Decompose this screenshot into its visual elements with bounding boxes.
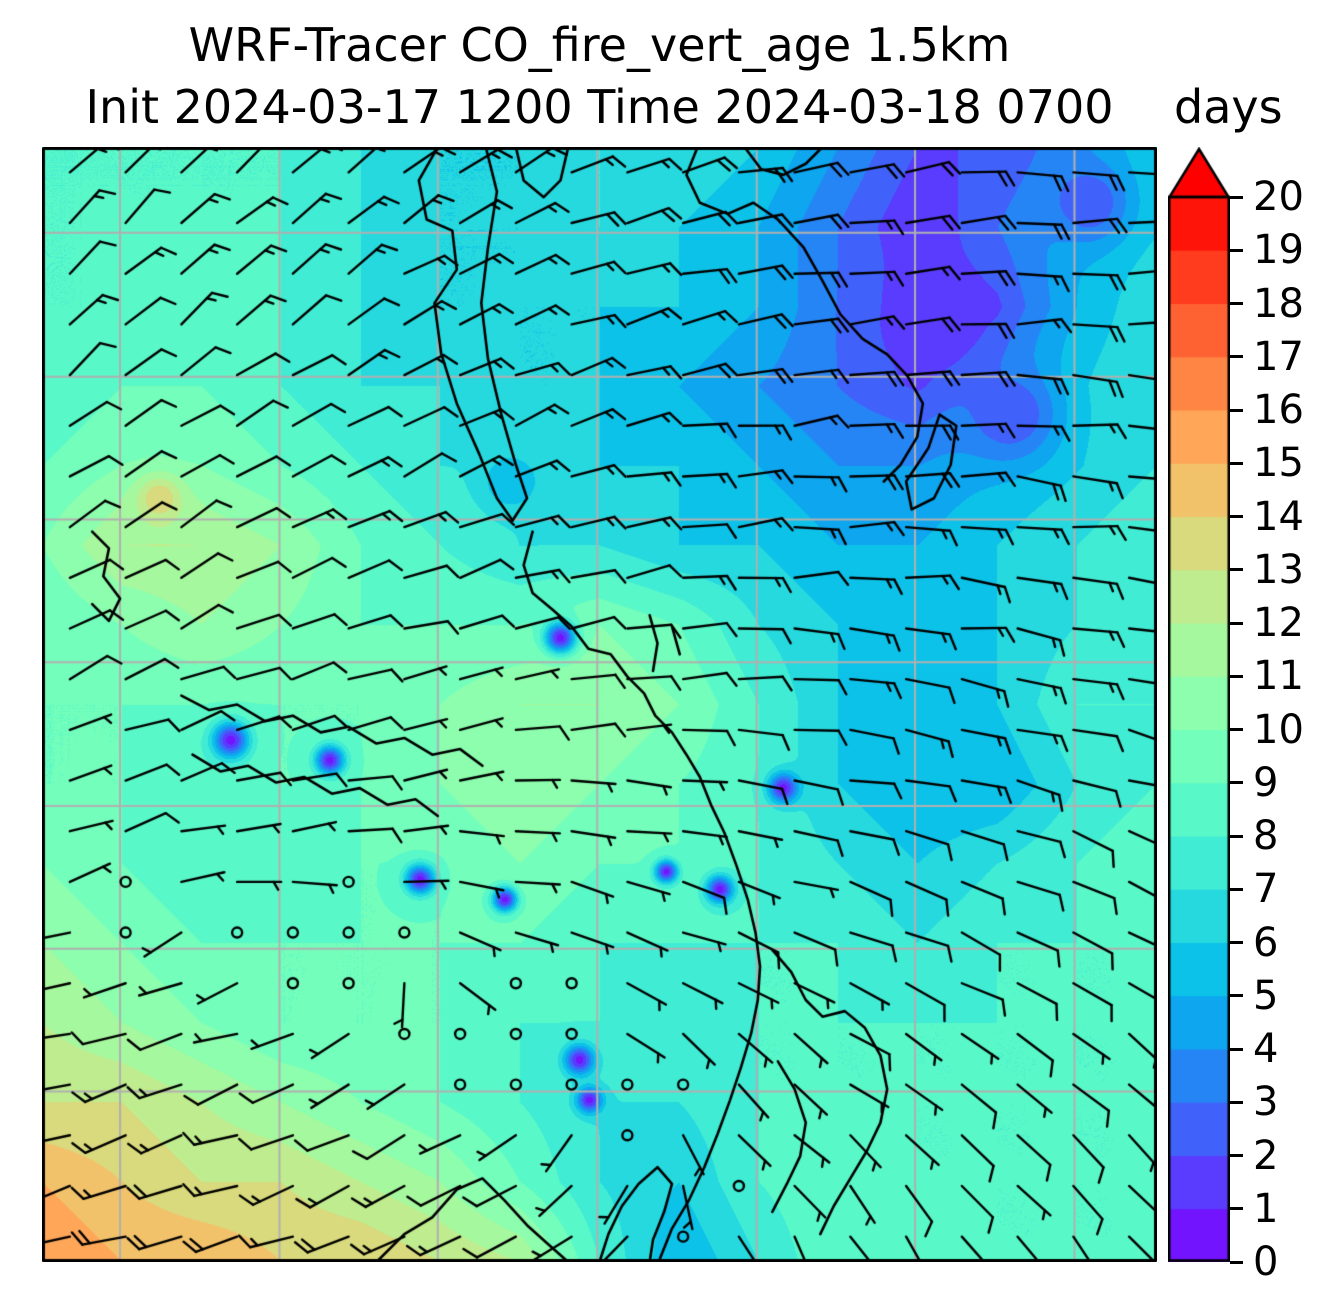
colorbar-unit-label: days: [1174, 80, 1283, 134]
chart-title-line1: WRF-Tracer CO_fire_vert_age 1.5km: [188, 18, 1011, 72]
colorbar-tick: 17: [1230, 337, 1304, 377]
colorbar-tick-label: 17: [1253, 333, 1304, 380]
colorbar-tick-label: 13: [1253, 546, 1304, 593]
colorbar-tick-mark: [1230, 355, 1243, 359]
colorbar-tick-label: 3: [1253, 1079, 1279, 1126]
colorbar-tick: 1: [1230, 1189, 1278, 1229]
colorbar-tick: 6: [1230, 923, 1278, 963]
colorbar-tick: 11: [1230, 656, 1304, 696]
colorbar-tick-mark: [1230, 568, 1243, 572]
colorbar-tick-mark: [1230, 461, 1243, 465]
colorbar-tick: 15: [1230, 443, 1304, 483]
colorbar-tick: 7: [1230, 869, 1278, 909]
colorbar-tick-label: 0: [1253, 1239, 1279, 1285]
colorbar-tick-label: 19: [1253, 227, 1304, 274]
colorbar-tick-mark: [1230, 834, 1243, 838]
colorbar-tick-label: 4: [1253, 1026, 1279, 1072]
colorbar-tick: 19: [1230, 230, 1304, 270]
colorbar-tick-label: 20: [1253, 174, 1304, 220]
colorbar-ticks: 0 1 2 3 4 5 6 7 8 9 10 11 12 13 14 15 16 17 18 19 20: [1230, 147, 1334, 1282]
colorbar-tick-label: 5: [1253, 972, 1279, 1019]
tracer-age-map-canvas: [42, 147, 1157, 1262]
colorbar-tick-mark: [1230, 515, 1243, 518]
colorbar-tick: 16: [1230, 390, 1304, 430]
colorbar-tick-mark: [1230, 674, 1243, 678]
colorbar-tick-mark: [1230, 1207, 1243, 1211]
colorbar-tick: 10: [1230, 710, 1304, 750]
colorbar-tick-label: 14: [1253, 493, 1304, 540]
colorbar-tick: 2: [1230, 1136, 1278, 1176]
colorbar-tick-label: 11: [1253, 653, 1304, 700]
colorbar-tick-mark: [1230, 1154, 1243, 1157]
colorbar-tick-mark: [1230, 941, 1243, 944]
colorbar: 0 1 2 3 4 5 6 7 8 9 10 11 12 13 14 15 16 17 18 19 20: [1168, 147, 1334, 1282]
chart-title-line2: Init 2024-03-17 1200 Time 2024-03-18 070…: [85, 80, 1114, 134]
colorbar-tick-label: 18: [1253, 280, 1304, 327]
colorbar-tick-label: 8: [1253, 813, 1279, 859]
colorbar-tick: 14: [1230, 497, 1304, 537]
colorbar-tick-mark: [1230, 1100, 1243, 1104]
colorbar-tick-label: 10: [1253, 706, 1304, 753]
colorbar-tick-mark: [1230, 195, 1243, 199]
colorbar-tick-mark: [1230, 781, 1243, 785]
colorbar-tick-mark: [1230, 728, 1243, 731]
colorbar-tick-mark: [1230, 1047, 1243, 1051]
colorbar-tick-label: 1: [1253, 1185, 1279, 1232]
colorbar-tick-mark: [1230, 994, 1243, 998]
colorbar-tick-label: 6: [1253, 919, 1279, 966]
colorbar-tick-label: 16: [1253, 387, 1304, 433]
colorbar-tick: 18: [1230, 284, 1304, 324]
map-plot-area: [42, 147, 1157, 1262]
colorbar-tick: 0: [1230, 1242, 1278, 1282]
colorbar-tick-mark: [1230, 302, 1243, 305]
colorbar-tick: 13: [1230, 550, 1304, 590]
colorbar-tick: 3: [1230, 1082, 1278, 1122]
colorbar-tick: 5: [1230, 976, 1278, 1016]
colorbar-tick-mark: [1230, 1260, 1243, 1264]
colorbar-tick-mark: [1230, 248, 1243, 252]
colorbar-tick-label: 15: [1253, 440, 1304, 487]
colorbar-tick-mark: [1230, 408, 1243, 412]
colorbar-tick-label: 12: [1253, 600, 1304, 646]
colorbar-canvas: [1168, 147, 1230, 1262]
colorbar-tick: 4: [1230, 1029, 1278, 1069]
colorbar-tick-mark: [1230, 621, 1243, 625]
colorbar-tick: 9: [1230, 763, 1278, 803]
colorbar-tick: 12: [1230, 603, 1304, 643]
colorbar-tick: 8: [1230, 816, 1278, 856]
colorbar-tick: 20: [1230, 177, 1304, 217]
colorbar-tick-label: 2: [1253, 1132, 1279, 1179]
colorbar-tick-mark: [1230, 887, 1243, 891]
colorbar-tick-label: 9: [1253, 759, 1279, 806]
colorbar-tick-label: 7: [1253, 866, 1279, 913]
